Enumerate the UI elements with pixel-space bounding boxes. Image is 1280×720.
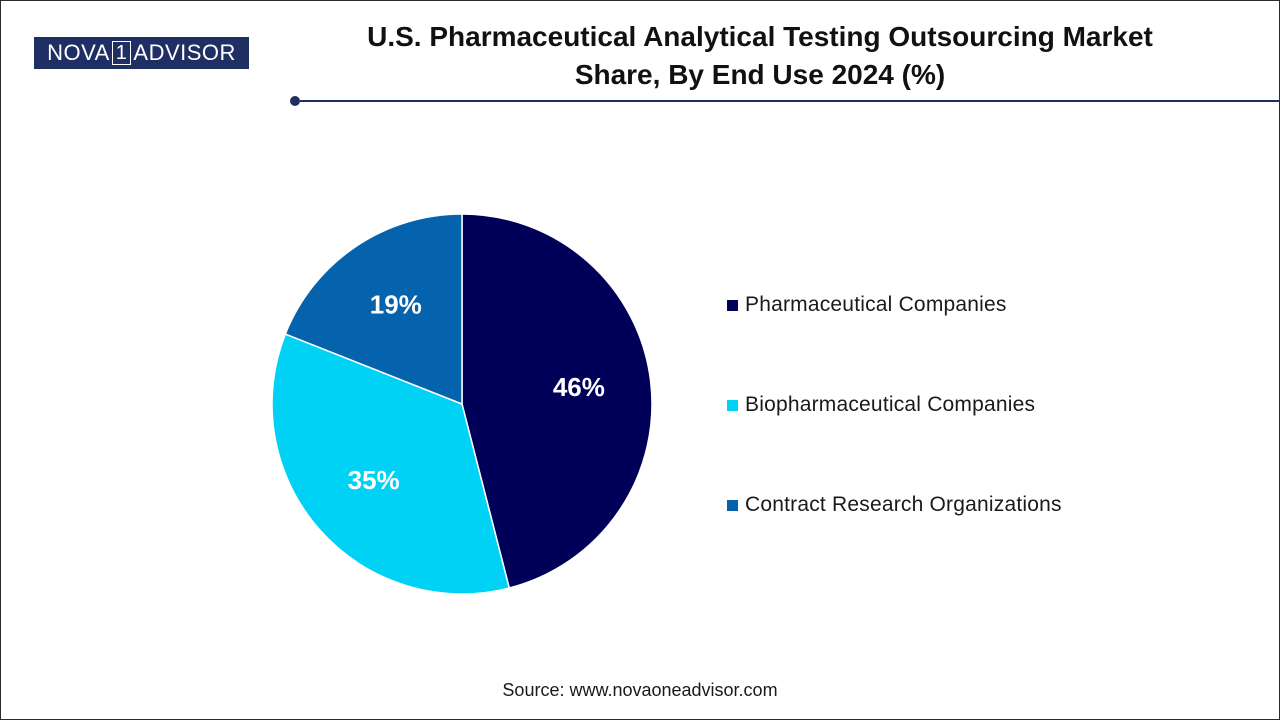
legend-item-2: Contract Research Organizations bbox=[727, 490, 1062, 520]
pie-slice-2 bbox=[284, 213, 463, 406]
legend-swatch-1 bbox=[727, 399, 738, 411]
legend-swatch-0 bbox=[727, 299, 738, 311]
title-rule bbox=[300, 100, 1280, 102]
pie-slice-label-0: 46% bbox=[553, 372, 605, 402]
legend-swatch-2 bbox=[727, 499, 738, 511]
pie-slice-label-2: 19% bbox=[370, 289, 422, 319]
legend: Pharmaceutical Companies Biopharmaceutica… bbox=[727, 290, 1062, 520]
logo-text-left: NOVA bbox=[47, 40, 110, 65]
source-note: Source: www.novaoneadvisor.com bbox=[502, 680, 778, 700]
brand-logo: NOVA 1 ADVISOR bbox=[34, 37, 249, 69]
title-rule-dot bbox=[290, 96, 300, 106]
legend-item-0: Pharmaceutical Companies bbox=[727, 290, 1062, 320]
legend-item-1: Biopharmaceutical Companies bbox=[727, 390, 1062, 420]
chart-title-line-1: U.S. Pharmaceutical Analytical Testing O… bbox=[367, 21, 1153, 52]
chart-title-line-2: Share, By End Use 2024 (%) bbox=[574, 59, 946, 90]
logo-text-right: ADVISOR bbox=[133, 40, 236, 65]
legend-label-0: Pharmaceutical Companies bbox=[745, 293, 1007, 316]
chart-title: U.S. Pharmaceutical Analytical Testing O… bbox=[270, 18, 1250, 94]
pie-slice-1 bbox=[271, 333, 511, 595]
legend-label-1: Biopharmaceutical Companies bbox=[745, 393, 1036, 416]
pie-slice-0 bbox=[461, 213, 653, 589]
pie-slice-label-1: 35% bbox=[348, 465, 400, 495]
legend-label-2: Contract Research Organizations bbox=[745, 493, 1062, 516]
logo-text-one: 1 bbox=[111, 41, 132, 65]
